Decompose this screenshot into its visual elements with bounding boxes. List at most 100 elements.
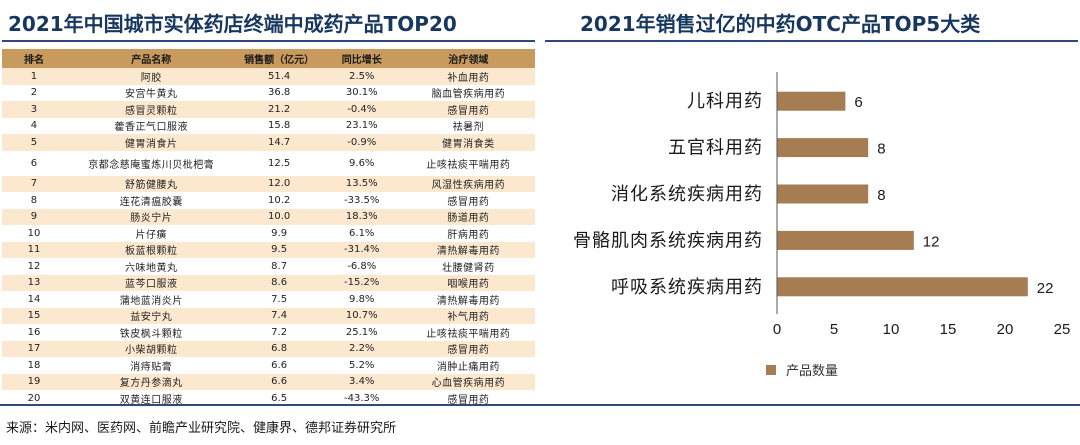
table-header-cell: 销售额（亿元） bbox=[236, 49, 322, 68]
table-cell: 2.2% bbox=[321, 340, 402, 357]
table-cell: 7.2 bbox=[236, 324, 322, 341]
table-row: 13 蓝芩口服液 8.6 -15.2% 咽喉用药 bbox=[2, 274, 535, 291]
table-cell: 12 bbox=[2, 258, 66, 275]
table-cell: 9.5 bbox=[236, 241, 322, 258]
table-cell: -33.5% bbox=[321, 192, 402, 209]
bar bbox=[777, 138, 869, 158]
table-cell: 京都念慈庵蜜炼川贝枇杷膏 bbox=[65, 150, 237, 176]
table-cell: 9 bbox=[2, 208, 66, 225]
table-cell: 9.9 bbox=[236, 225, 322, 242]
chart-title: 2021年销售过亿的中药OTC产品TOP5大类 bbox=[580, 12, 981, 36]
table-cell: 19 bbox=[2, 373, 66, 390]
table-row: 3 感冒灵颗粒 21.2 -0.4% 感冒用药 bbox=[2, 101, 535, 118]
table-cell: 36.8 bbox=[236, 84, 322, 101]
legend-label: 产品数量 bbox=[786, 364, 838, 379]
table-cell: 11 bbox=[2, 241, 66, 258]
table-cell: 健胃消食类 bbox=[401, 134, 535, 151]
table-row: 2 安宫牛黄丸 36.8 30.1% 脑血管疾病用药 bbox=[2, 84, 535, 101]
table-cell: -43.3% bbox=[321, 390, 402, 407]
bar bbox=[777, 184, 869, 204]
table-cell: 蒲地蓝消炎片 bbox=[65, 291, 237, 308]
table-cell: 补气用药 bbox=[401, 307, 535, 324]
table-cell: 藿香正气口服液 bbox=[65, 117, 237, 134]
table-cell: 壮腰健肾药 bbox=[401, 258, 535, 275]
table-title: 2021年中国城市实体药店终端中成药产品TOP20 bbox=[8, 12, 457, 36]
x-tick-label: 20 bbox=[997, 321, 1014, 338]
table-cell: 10.2 bbox=[236, 192, 322, 209]
table-header-cell: 同比增长 bbox=[321, 49, 402, 68]
table-cell: 止咳祛痰平喘用药 bbox=[401, 150, 535, 176]
table-row: 10 片仔癀 9.9 6.1% 肝病用药 bbox=[2, 225, 535, 242]
table-cell: -31.4% bbox=[321, 241, 402, 258]
table-cell: 6.5 bbox=[236, 390, 322, 407]
table-cell: 21.2 bbox=[236, 101, 322, 118]
table-cell: 健胃消食片 bbox=[65, 134, 237, 151]
category-label: 五官科用药 bbox=[668, 138, 763, 159]
table-cell: 1 bbox=[2, 68, 66, 85]
table-cell: 15 bbox=[2, 307, 66, 324]
table-cell: 8.7 bbox=[236, 258, 322, 275]
table-row: 1 阿胶 51.4 2.5% 补血用药 bbox=[2, 68, 535, 85]
data-label: 6 bbox=[854, 94, 862, 111]
table-cell: 2.5% bbox=[321, 68, 402, 85]
table-cell: 感冒用药 bbox=[401, 192, 535, 209]
x-tick-label: 5 bbox=[830, 321, 838, 338]
table-cell: 感冒用药 bbox=[401, 340, 535, 357]
data-label: 22 bbox=[1037, 280, 1054, 297]
x-tick-label: 15 bbox=[940, 321, 957, 338]
bar bbox=[777, 277, 1028, 297]
table-cell: 肠道用药 bbox=[401, 208, 535, 225]
table-cell: 感冒灵颗粒 bbox=[65, 101, 237, 118]
legend-swatch bbox=[766, 365, 776, 375]
table-cell: 18 bbox=[2, 357, 66, 374]
table-cell: 风湿性疾病用药 bbox=[401, 175, 535, 192]
table-cell: 感冒用药 bbox=[401, 101, 535, 118]
table-cell: 8 bbox=[2, 192, 66, 209]
table-cell: -0.4% bbox=[321, 101, 402, 118]
table-cell: 12.5 bbox=[236, 150, 322, 176]
table-cell: 6.8 bbox=[236, 340, 322, 357]
table-cell: 8.6 bbox=[236, 274, 322, 291]
table-cell: 肝病用药 bbox=[401, 225, 535, 242]
table-cell: 16 bbox=[2, 324, 66, 341]
data-label: 8 bbox=[877, 187, 885, 204]
table-cell: 14.7 bbox=[236, 134, 322, 151]
table-cell: 20 bbox=[2, 390, 66, 407]
table-cell: 感冒用药 bbox=[401, 390, 535, 407]
table-cell: 13 bbox=[2, 274, 66, 291]
category-label: 骨骼肌肉系统疾病用药 bbox=[573, 230, 763, 251]
data-label: 12 bbox=[923, 233, 940, 250]
table-cell: 9.6% bbox=[321, 150, 402, 176]
table-row: 7 舒筋健腰丸 12.0 13.5% 风湿性疾病用药 bbox=[2, 175, 535, 192]
table-row: 11 板蓝根颗粒 9.5 -31.4% 清热解毒用药 bbox=[2, 241, 535, 258]
table-cell: 铁皮枫斗颗粒 bbox=[65, 324, 237, 341]
table-cell: 益安宁丸 bbox=[65, 307, 237, 324]
table-cell: 片仔癀 bbox=[65, 225, 237, 242]
source-note: 来源：米内网、医药网、前瞻产业研究院、健康界、德邦证券研究所 bbox=[6, 421, 397, 436]
top20-table: 排名 产品名称 销售额（亿元） 同比增长 治疗领域 1 阿胶 51.4 2.5% 补血用药 2 安宫… bbox=[2, 49, 535, 407]
table-row: 14 蒲地蓝消炎片 7.5 9.8% 清热解毒用药 bbox=[2, 291, 535, 308]
table-header-cell: 排名 bbox=[2, 49, 66, 68]
table-cell: 6 bbox=[2, 150, 66, 176]
table-cell: 消痔贴膏 bbox=[65, 357, 237, 374]
table-row: 15 益安宁丸 7.4 10.7% 补气用药 bbox=[2, 307, 535, 324]
table-cell: -6.8% bbox=[321, 258, 402, 275]
table-cell: 肠炎宁片 bbox=[65, 208, 237, 225]
table-row: 12 六味地黄丸 8.7 -6.8% 壮腰健肾药 bbox=[2, 258, 535, 275]
table-header-cell: 治疗领域 bbox=[401, 49, 535, 68]
table-cell: 小柴胡颗粒 bbox=[65, 340, 237, 357]
table-cell: 7.4 bbox=[236, 307, 322, 324]
bottom-rule bbox=[0, 404, 1080, 406]
table-cell: 祛暑剂 bbox=[401, 117, 535, 134]
table-cell: 六味地黄丸 bbox=[65, 258, 237, 275]
table-row: 4 藿香正气口服液 15.8 23.1% 祛暑剂 bbox=[2, 117, 535, 134]
table-cell: 7.5 bbox=[236, 291, 322, 308]
table-cell: 5 bbox=[2, 134, 66, 151]
table-cell: 25.1% bbox=[321, 324, 402, 341]
table-cell: 止咳祛痰平喘用药 bbox=[401, 324, 535, 341]
table-cell: 舒筋健腰丸 bbox=[65, 175, 237, 192]
table-cell: 脑血管疾病用药 bbox=[401, 84, 535, 101]
x-tick-label: 10 bbox=[883, 321, 900, 338]
top20-table-grid: 排名 产品名称 销售额（亿元） 同比增长 治疗领域 1 阿胶 51.4 2.5% 补血用药 2 安宫… bbox=[2, 49, 535, 407]
table-cell: 18.3% bbox=[321, 208, 402, 225]
